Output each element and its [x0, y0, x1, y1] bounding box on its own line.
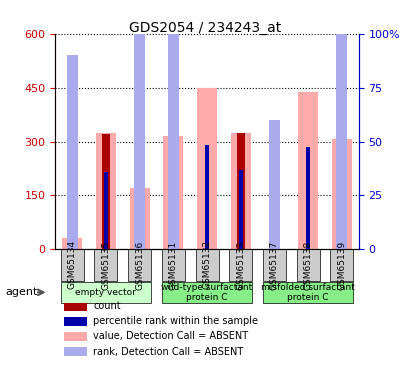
Bar: [67, 55, 78, 249]
Bar: [94, 249, 117, 280]
Bar: [236, 132, 244, 249]
Bar: [297, 92, 317, 249]
Text: wild-type surfactant
protein C: wild-type surfactant protein C: [161, 283, 252, 302]
Text: GSM65131: GSM65131: [169, 240, 178, 290]
Text: GSM65138: GSM65138: [303, 240, 312, 290]
Text: count: count: [93, 301, 121, 311]
Text: GSM65132: GSM65132: [202, 240, 211, 290]
Bar: [296, 249, 319, 280]
Text: empty vector: empty vector: [75, 288, 136, 297]
Bar: [61, 249, 83, 280]
Bar: [230, 132, 250, 249]
Bar: [262, 282, 353, 303]
Bar: [306, 147, 309, 249]
Bar: [331, 139, 351, 249]
Bar: [64, 332, 87, 341]
Bar: [64, 347, 87, 356]
Bar: [102, 134, 110, 249]
Bar: [196, 88, 217, 249]
Bar: [163, 136, 183, 249]
Bar: [205, 145, 208, 249]
Text: GSM65136: GSM65136: [135, 240, 144, 290]
Text: rank, Detection Call = ABSENT: rank, Detection Call = ABSENT: [93, 346, 243, 357]
Text: GSM65133: GSM65133: [236, 240, 245, 290]
Text: GSM65139: GSM65139: [337, 240, 346, 290]
Bar: [128, 249, 151, 280]
Bar: [335, 0, 346, 249]
Text: GDS2054 / 234243_at: GDS2054 / 234243_at: [128, 21, 281, 34]
Bar: [229, 249, 252, 280]
Text: GSM65137: GSM65137: [269, 240, 278, 290]
Bar: [96, 132, 116, 249]
Bar: [62, 238, 82, 249]
Text: agent: agent: [5, 287, 38, 297]
Bar: [330, 249, 353, 280]
Bar: [162, 282, 252, 303]
Text: misfolded surfactant
protein C: misfolded surfactant protein C: [261, 283, 354, 302]
Bar: [104, 172, 108, 249]
Bar: [268, 120, 279, 249]
Bar: [162, 249, 184, 280]
Text: percentile rank within the sample: percentile rank within the sample: [93, 316, 258, 326]
Bar: [262, 249, 285, 280]
Bar: [195, 249, 218, 280]
Text: GSM65134: GSM65134: [67, 240, 76, 290]
Bar: [167, 0, 178, 249]
Bar: [64, 317, 87, 326]
Bar: [61, 282, 151, 303]
Text: value, Detection Call = ABSENT: value, Detection Call = ABSENT: [93, 332, 248, 342]
Bar: [238, 170, 242, 249]
Bar: [64, 302, 87, 311]
Bar: [129, 188, 149, 249]
Bar: [134, 0, 145, 249]
Text: GSM65135: GSM65135: [101, 240, 110, 290]
